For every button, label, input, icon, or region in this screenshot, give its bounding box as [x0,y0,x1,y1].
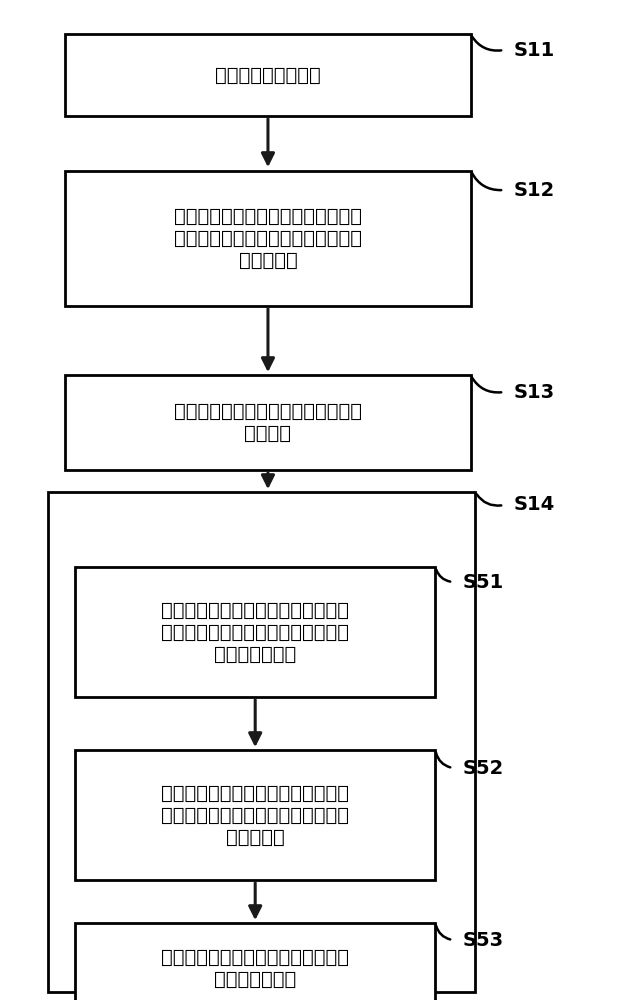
Text: S12: S12 [514,180,555,200]
Text: 将相邻画面帧中前一画面帧中体积云
区域的像素信息进行重投影，得到填
充像素信息: 将相邻画面帧中前一画面帧中体积云 区域的像素信息进行重投影，得到填 充像素信息 [161,784,349,846]
Bar [75,750,435,880]
Text: 当通过对比相邻画面帧确定相机视角
发生变化时，确定相邻画面帧之间重
合的体积云区域: 当通过对比相邻画面帧确定相机视角 发生变化时，确定相邻画面帧之间重 合的体积云区… [161,600,349,664]
Bar [75,923,435,1000]
Bar [75,567,435,697]
Text: S51: S51 [463,572,504,591]
Text: 将填充像素信息填充到当前画面帧中
的体积云区域中: 将填充像素信息填充到当前画面帧中 的体积云区域中 [161,948,349,988]
Bar [65,34,470,116]
Text: S14: S14 [514,495,555,514]
Bar [65,374,470,470]
Text: S53: S53 [463,930,503,950]
Text: 创建高清晰渲染管线: 创建高清晰渲染管线 [215,66,321,85]
Text: 在高清晰渲染管线中添加体积云模型
，其中，体积云模型用于表示虚拟场
景中的云层: 在高清晰渲染管线中添加体积云模型 ，其中，体积云模型用于表示虚拟场 景中的云层 [174,207,362,269]
Text: S13: S13 [514,382,554,401]
Text: S52: S52 [463,758,504,778]
Bar [65,170,470,306]
Bar [48,492,475,992]
Text: 获取用于高清晰渲染管线中的渲染上
下文信息: 获取用于高清晰渲染管线中的渲染上 下文信息 [174,401,362,442]
Text: S11: S11 [514,40,555,60]
